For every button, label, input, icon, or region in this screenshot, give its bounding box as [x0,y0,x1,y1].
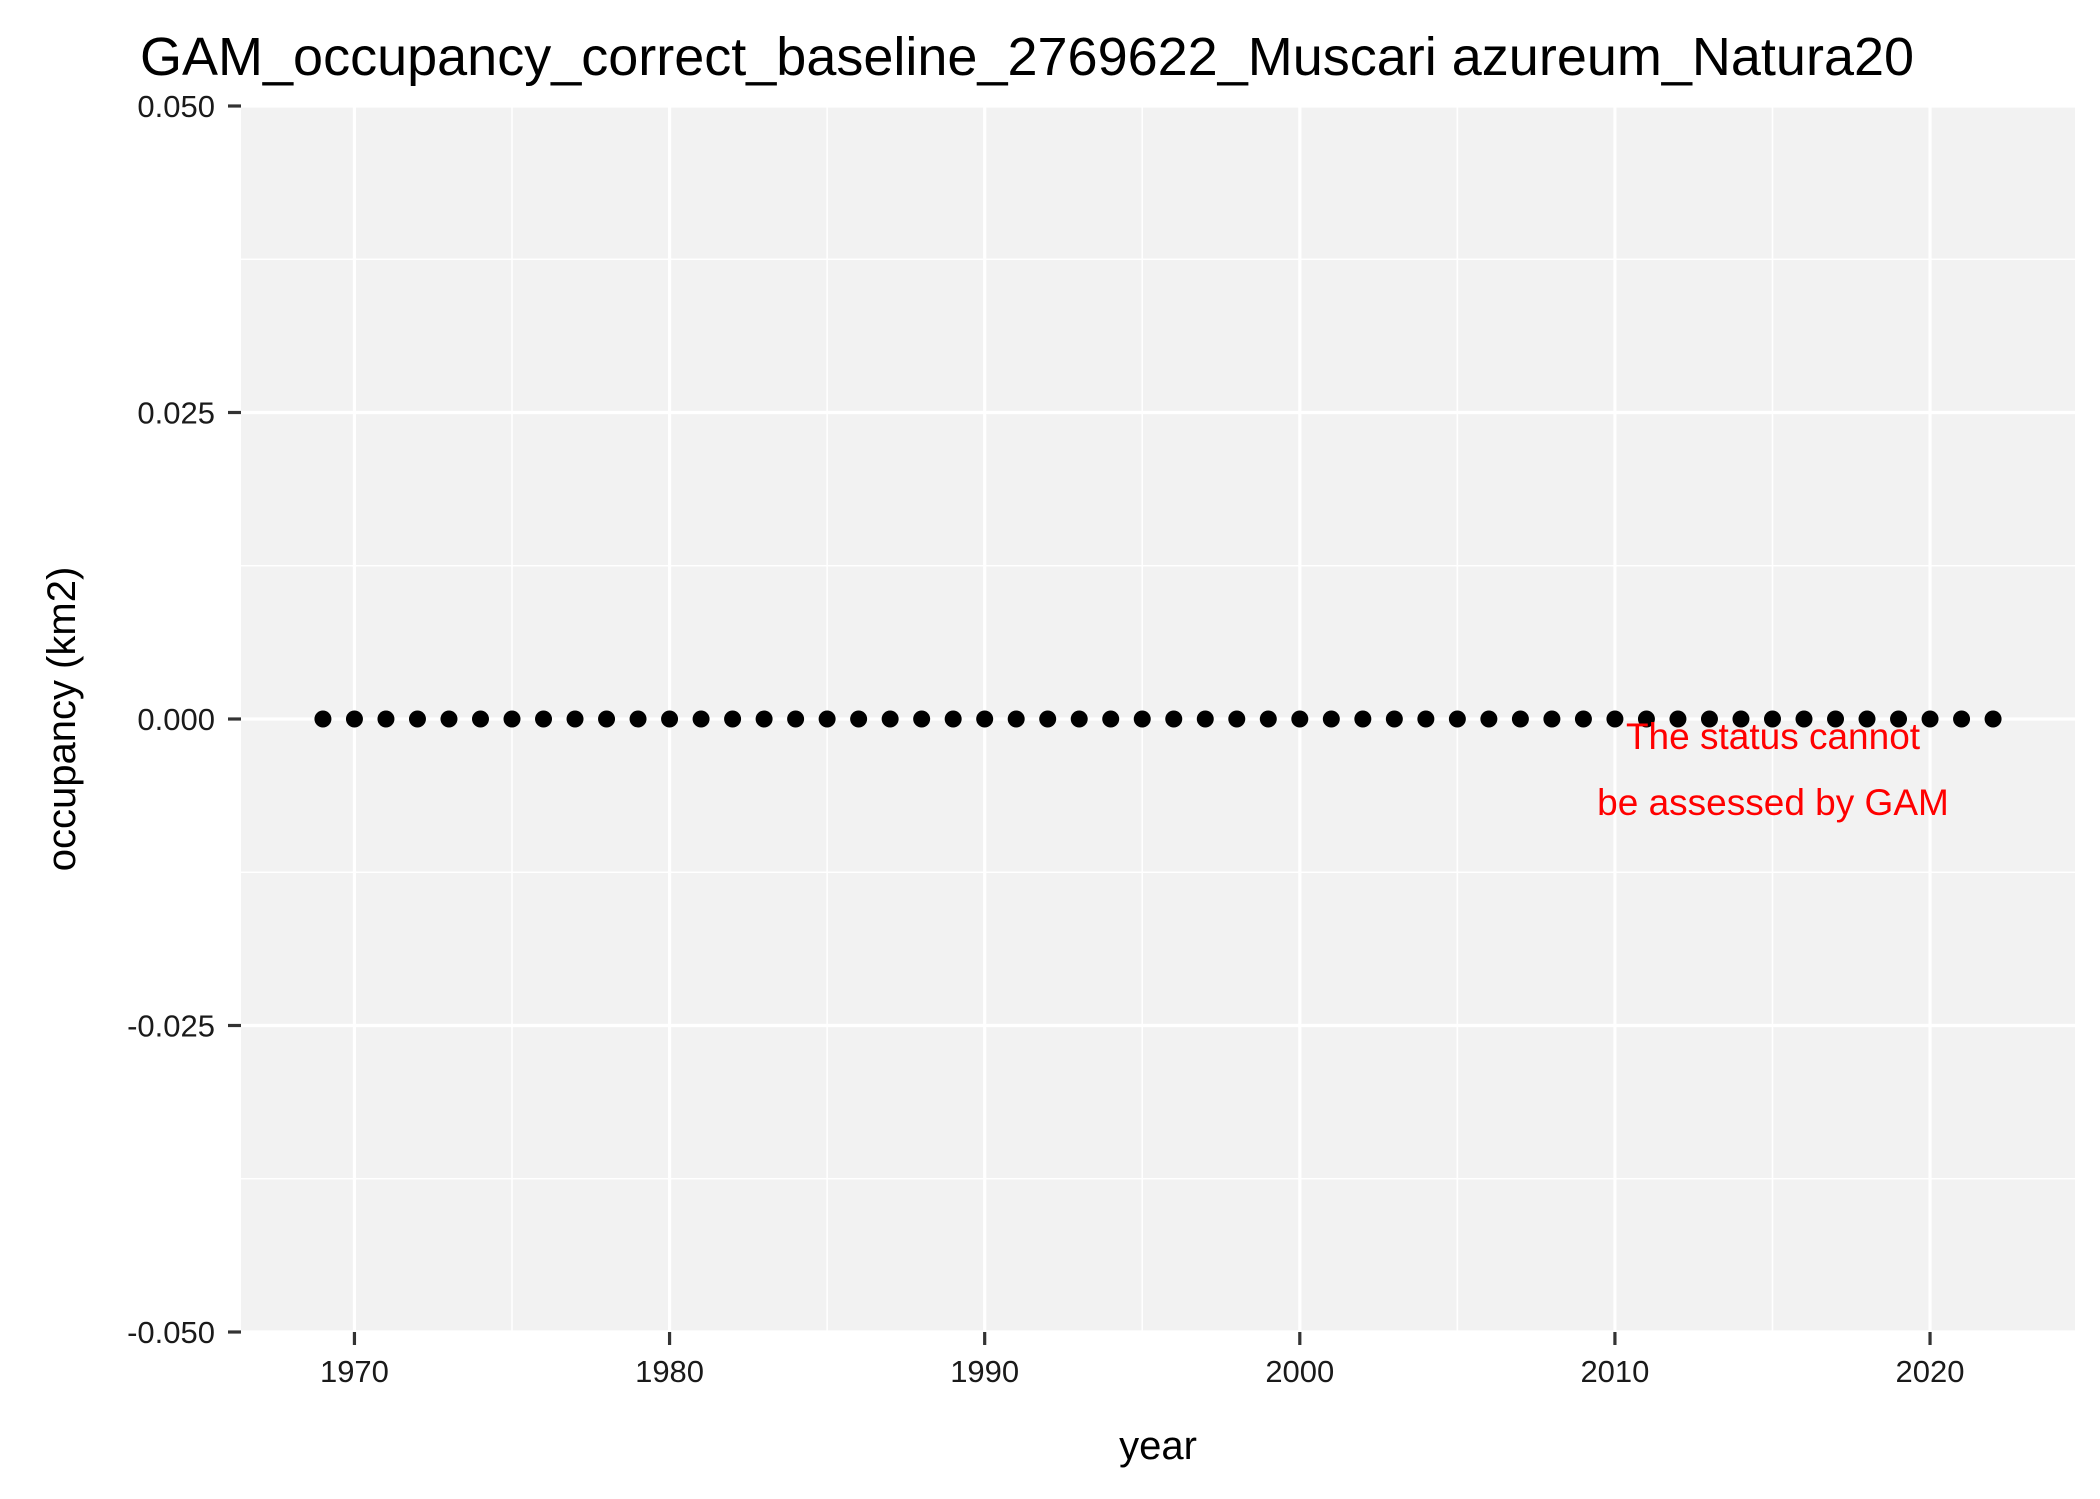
data-point [755,710,773,728]
data-point [661,710,679,728]
data-point [377,710,395,728]
data-point [503,710,521,728]
data-point [881,710,899,728]
y-tick-label: 0.050 [137,89,215,124]
data-point [944,710,962,728]
data-point [1070,710,1088,728]
data-point [1102,710,1120,728]
data-point [1858,710,1876,728]
data-point [1417,710,1435,728]
chart-title: GAM_occupancy_correct_baseline_2769622_M… [140,27,1914,87]
data-point [1196,710,1214,728]
data-point [314,710,332,728]
data-point [724,710,742,728]
status-annotation: The status cannot be assessed by GAM [1597,716,1949,823]
data-point [1637,710,1655,728]
data-point [1133,710,1151,728]
data-point [787,710,805,728]
data-point [1606,710,1624,728]
data-point [850,710,868,728]
data-point [1921,710,1939,728]
data-point [1007,710,1025,728]
data-point [1228,710,1246,728]
x-tick-label: 1980 [635,1354,704,1389]
data-point [1890,710,1908,728]
data-point [1669,710,1687,728]
data-point [598,710,616,728]
data-points [314,710,2002,728]
data-point [440,710,458,728]
x-axis-title: year [1119,1424,1197,1468]
x-axis: 1970 1980 1990 2000 2010 2020 [320,1332,1965,1389]
y-tick-label: 0.025 [137,396,215,431]
annotation-line-1: The status cannot [1626,716,1921,757]
x-tick-label: 2020 [1896,1354,1965,1389]
data-point [471,710,489,728]
data-point [1763,710,1781,728]
data-point [408,710,426,728]
data-point [1354,710,1372,728]
y-tick-label: -0.050 [127,1315,215,1350]
data-point [566,710,584,728]
data-point [1953,710,1971,728]
data-point [1700,710,1718,728]
y-axis-title: occupancy (km2) [40,567,84,872]
x-tick-label: 2000 [1265,1354,1334,1389]
data-point [1543,710,1561,728]
data-point [1259,710,1277,728]
data-point [1448,710,1466,728]
data-point [1732,710,1750,728]
data-point [1165,710,1183,728]
data-point [1039,710,1057,728]
data-point [1322,710,1340,728]
data-point [976,710,994,728]
data-point [1795,710,1813,728]
data-point [629,710,647,728]
data-point [1385,710,1403,728]
data-point [1291,710,1309,728]
data-point [1480,710,1498,728]
data-point [818,710,836,728]
data-point [1574,710,1592,728]
y-tick-label: 0.000 [137,702,215,737]
data-point [345,710,363,728]
data-point [1511,710,1529,728]
data-point [535,710,553,728]
data-point [1827,710,1845,728]
annotation-line-2: be assessed by GAM [1597,782,1949,823]
x-tick-label: 1970 [320,1354,389,1389]
y-tick-label: -0.025 [127,1009,215,1044]
data-point [1984,710,2002,728]
data-point [692,710,710,728]
y-axis: -0.050 -0.025 0.000 0.025 0.050 [127,89,241,1350]
data-point [913,710,931,728]
x-tick-label: 1990 [950,1354,1019,1389]
x-tick-label: 2010 [1580,1354,1649,1389]
